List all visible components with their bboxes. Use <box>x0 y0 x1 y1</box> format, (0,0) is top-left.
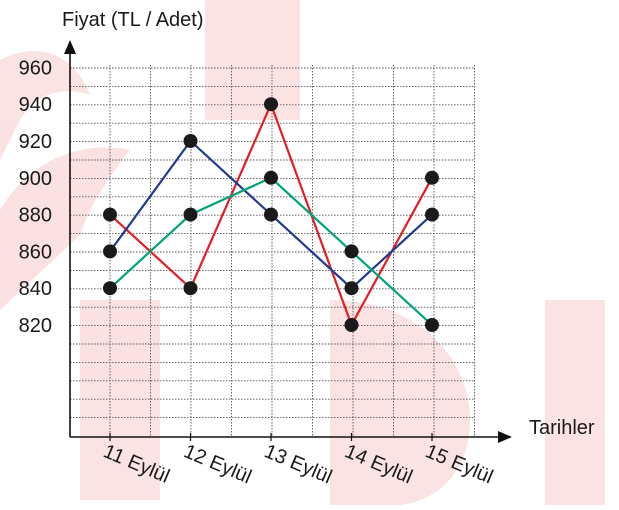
data-point <box>103 281 117 296</box>
data-markers <box>103 97 439 332</box>
data-point <box>264 170 278 185</box>
data-point <box>344 318 359 332</box>
y-tick-label: 960 <box>19 57 52 79</box>
data-point <box>103 207 117 222</box>
y-tick-label: 920 <box>19 131 52 153</box>
x-axis-label: Tarihler <box>529 417 595 439</box>
data-point <box>425 170 439 185</box>
data-point <box>425 207 439 222</box>
x-axis-arrow-icon <box>498 431 512 443</box>
y-tick-label: 880 <box>19 205 52 227</box>
data-point <box>425 318 439 332</box>
data-point <box>344 281 359 296</box>
y-axis-arrow-icon <box>64 40 76 54</box>
y-axis-label: Fiyat (TL / Adet) <box>62 9 204 31</box>
data-point <box>344 244 359 259</box>
y-tick-label: 900 <box>19 168 52 190</box>
data-point <box>103 244 117 259</box>
data-point <box>183 281 198 296</box>
data-point <box>264 97 278 112</box>
y-tick-label: 860 <box>19 241 52 263</box>
y-tick-label: 820 <box>19 315 52 337</box>
chart-grid <box>70 65 475 437</box>
y-tick-labels: 960 940 920 900 880 860 840 820 <box>19 57 52 337</box>
data-point <box>264 207 278 222</box>
x-tick-label: 13 Eylül <box>261 440 335 488</box>
y-tick-label: 940 <box>19 94 52 116</box>
x-tick-label: 12 Eylül <box>181 440 255 488</box>
chart-axes <box>64 40 512 443</box>
watermark-logo <box>0 0 605 505</box>
data-point <box>183 134 198 148</box>
data-point <box>183 207 198 222</box>
y-tick-label: 840 <box>19 278 52 300</box>
